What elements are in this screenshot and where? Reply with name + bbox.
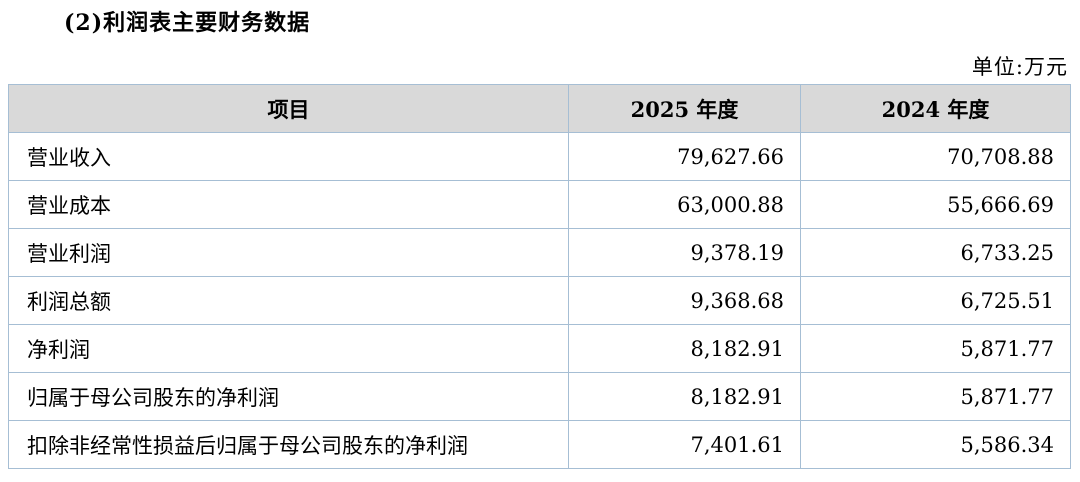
table-row: 营业成本 63,000.88 55,666.69 <box>8 180 1071 229</box>
table-row: 营业收入 79,627.66 70,708.88 <box>8 132 1071 181</box>
table-header-row: 项目 2025 年度 2024 年度 <box>8 84 1071 133</box>
value-2024: 6,725.51 <box>800 276 1071 325</box>
table-row: 归属于母公司股东的净利润 8,182.91 5,871.77 <box>8 372 1071 421</box>
value-2025: 7,401.61 <box>568 420 801 469</box>
column-header-2024: 2024 年度 <box>800 84 1071 133</box>
column-header-2025: 2025 年度 <box>568 84 801 133</box>
value-2025: 9,368.68 <box>568 276 801 325</box>
row-label: 营业收入 <box>8 132 569 181</box>
section-title: (2)利润表主要财务数据 <box>64 10 311 36</box>
unit-label: 单位:万元 <box>971 55 1068 79</box>
column-header-item: 项目 <box>8 84 569 133</box>
value-2024: 6,733.25 <box>800 228 1071 277</box>
value-2024: 5,871.77 <box>800 324 1071 373</box>
row-label: 营业利润 <box>8 228 569 277</box>
value-2024: 5,586.34 <box>800 420 1071 469</box>
row-label: 利润总额 <box>8 276 569 325</box>
row-label: 营业成本 <box>8 180 569 229</box>
row-label: 扣除非经常性损益后归属于母公司股东的净利润 <box>8 420 569 469</box>
table-row: 利润总额 9,368.68 6,725.51 <box>8 276 1071 325</box>
value-2025: 8,182.91 <box>568 372 801 421</box>
income-statement-table: 项目 2025 年度 2024 年度 营业收入 79,627.66 70,708… <box>8 84 1071 469</box>
row-label: 净利润 <box>8 324 569 373</box>
value-2024: 55,666.69 <box>800 180 1071 229</box>
value-2025: 9,378.19 <box>568 228 801 277</box>
table-row: 扣除非经常性损益后归属于母公司股东的净利润 7,401.61 5,586.34 <box>8 420 1071 469</box>
value-2025: 63,000.88 <box>568 180 801 229</box>
value-2024: 5,871.77 <box>800 372 1071 421</box>
value-2024: 70,708.88 <box>800 132 1071 181</box>
table-row: 营业利润 9,378.19 6,733.25 <box>8 228 1071 277</box>
row-label: 归属于母公司股东的净利润 <box>8 372 569 421</box>
table-row: 净利润 8,182.91 5,871.77 <box>8 324 1071 373</box>
value-2025: 8,182.91 <box>568 324 801 373</box>
value-2025: 79,627.66 <box>568 132 801 181</box>
